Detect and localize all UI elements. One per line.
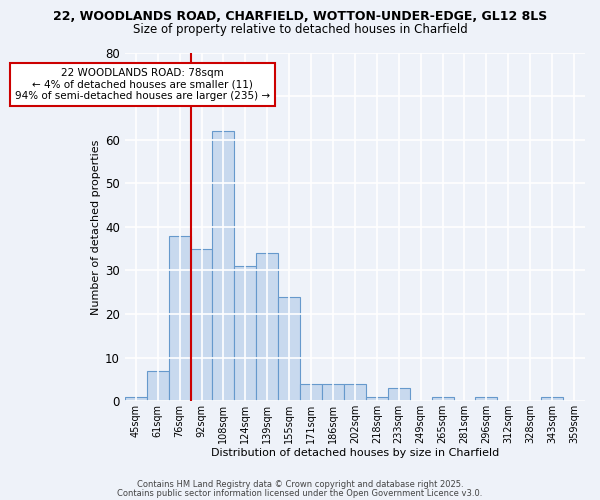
- Text: Contains public sector information licensed under the Open Government Licence v3: Contains public sector information licen…: [118, 488, 482, 498]
- Bar: [475, 397, 497, 401]
- Bar: [256, 253, 278, 401]
- Bar: [125, 397, 147, 401]
- Bar: [278, 296, 300, 401]
- Bar: [169, 236, 191, 401]
- Bar: [322, 384, 344, 401]
- Bar: [388, 388, 410, 401]
- Bar: [235, 266, 256, 401]
- Bar: [300, 384, 322, 401]
- Bar: [431, 397, 454, 401]
- Y-axis label: Number of detached properties: Number of detached properties: [91, 139, 101, 314]
- Bar: [147, 370, 169, 401]
- Bar: [366, 397, 388, 401]
- Bar: [344, 384, 366, 401]
- Text: Contains HM Land Registry data © Crown copyright and database right 2025.: Contains HM Land Registry data © Crown c…: [137, 480, 463, 489]
- Bar: [191, 248, 212, 401]
- X-axis label: Distribution of detached houses by size in Charfield: Distribution of detached houses by size …: [211, 448, 499, 458]
- Text: 22 WOODLANDS ROAD: 78sqm
← 4% of detached houses are smaller (11)
94% of semi-de: 22 WOODLANDS ROAD: 78sqm ← 4% of detache…: [15, 68, 270, 101]
- Text: 22, WOODLANDS ROAD, CHARFIELD, WOTTON-UNDER-EDGE, GL12 8LS: 22, WOODLANDS ROAD, CHARFIELD, WOTTON-UN…: [53, 10, 547, 23]
- Bar: [212, 131, 235, 401]
- Bar: [541, 397, 563, 401]
- Text: Size of property relative to detached houses in Charfield: Size of property relative to detached ho…: [133, 22, 467, 36]
